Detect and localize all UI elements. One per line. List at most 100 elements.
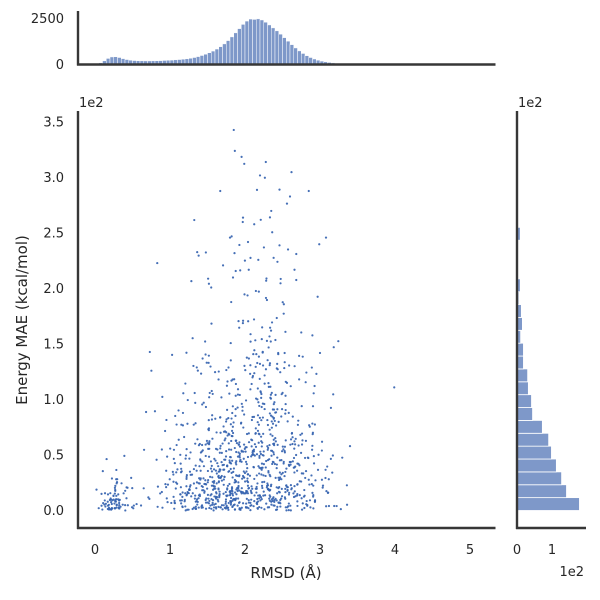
scatter-point [204, 454, 207, 458]
scatter-point [257, 355, 260, 358]
scatter-point [268, 362, 272, 365]
scatter-point [113, 492, 116, 495]
scatter-point [214, 447, 218, 450]
scatter-point [161, 395, 164, 399]
scatter-point [209, 365, 212, 368]
scatter-point [236, 474, 239, 477]
top-hist-bar [271, 27, 276, 65]
scatter-point [179, 462, 182, 465]
scatter-point [222, 468, 225, 471]
scatter-point [115, 503, 118, 506]
scatter-point [275, 316, 278, 320]
scatter-point [228, 433, 231, 436]
scatter-point [171, 353, 174, 356]
scatter-point [254, 487, 257, 490]
scatter-point [289, 460, 292, 464]
scatter-point [165, 418, 168, 422]
top-hist-bar [214, 48, 219, 65]
scatter-point [287, 502, 290, 505]
scatter-point [283, 474, 286, 478]
scatter-point [246, 473, 249, 476]
scatter-point [197, 497, 200, 500]
scatter-point [291, 415, 294, 418]
scatter-point [226, 465, 229, 468]
top-hist-bar [199, 55, 204, 65]
scatter-point [268, 443, 271, 447]
scatter-point [236, 406, 239, 409]
scatter-point [270, 391, 273, 394]
scatter-point [241, 409, 244, 412]
scatter-point [266, 482, 269, 485]
scatter-point [270, 503, 273, 506]
scatter-point [261, 416, 264, 419]
main-y-tick-label: 0.5 [43, 449, 64, 464]
scatter-point [296, 469, 299, 472]
main-y-tick-label: 3.5 [43, 116, 64, 131]
scatter-point [275, 499, 278, 502]
scatter-point [268, 497, 271, 500]
scatter-point [217, 488, 220, 491]
scatter-point [240, 460, 243, 463]
scatter-point [215, 496, 219, 499]
scatter-point [207, 361, 210, 364]
scatter-point [218, 496, 221, 499]
scatter-point [311, 444, 314, 447]
scatter-point [279, 502, 282, 505]
scatter-point [271, 499, 274, 503]
scatter-point [246, 455, 250, 459]
scatter-point [101, 508, 104, 511]
scatter-point [277, 476, 280, 479]
scatter-point [293, 471, 296, 474]
scatter-point [256, 387, 259, 390]
main-x-tick-label: 3 [316, 543, 324, 558]
scatter-point [215, 507, 218, 510]
scatter-point [281, 445, 284, 448]
scatter-point [254, 431, 257, 435]
scatter-point [175, 443, 178, 447]
scatter-point [180, 470, 183, 473]
scatter-point [238, 326, 241, 329]
scatter-point [228, 482, 231, 486]
scatter-point [251, 439, 254, 442]
right-hist-bar [517, 445, 552, 460]
scatter-point [232, 467, 236, 470]
scatter-point [255, 188, 259, 191]
scatter-point [172, 480, 175, 483]
scatter-point [267, 471, 270, 474]
scatter-point [229, 467, 232, 471]
scatter-point [210, 507, 213, 510]
scatter-point [312, 507, 315, 510]
scatter-point [206, 493, 210, 496]
scatter-point [229, 455, 232, 459]
scatter-point [294, 437, 297, 440]
scatter-point [102, 502, 105, 505]
scatter-point [227, 448, 231, 451]
scatter-point [238, 456, 241, 459]
scatter-point [229, 503, 232, 506]
scatter-point [267, 346, 270, 349]
scatter-point [265, 298, 269, 302]
scatter-point [277, 420, 280, 423]
scatter-point [332, 346, 335, 349]
scatter-point [265, 279, 268, 282]
scatter-point [239, 269, 242, 272]
scatter-point [262, 432, 265, 435]
scatter-point [214, 469, 218, 472]
scatter-point [285, 509, 288, 512]
main-x-tick-label: 2 [241, 543, 249, 558]
scatter-point [132, 507, 135, 510]
scatter-point [302, 495, 306, 498]
scatter-point [286, 506, 289, 509]
scatter-point [300, 443, 304, 446]
scatter-point [250, 491, 253, 495]
scatter-point [181, 495, 184, 498]
scatter-point [211, 476, 214, 479]
scatter-point [188, 487, 191, 491]
scatter-point [202, 477, 205, 480]
scatter-point [156, 261, 159, 265]
scatter-point [293, 443, 297, 446]
top-hist-bar [248, 18, 253, 65]
scatter-point [245, 462, 248, 466]
scatter-point [304, 381, 307, 384]
scatter-point [240, 402, 243, 405]
